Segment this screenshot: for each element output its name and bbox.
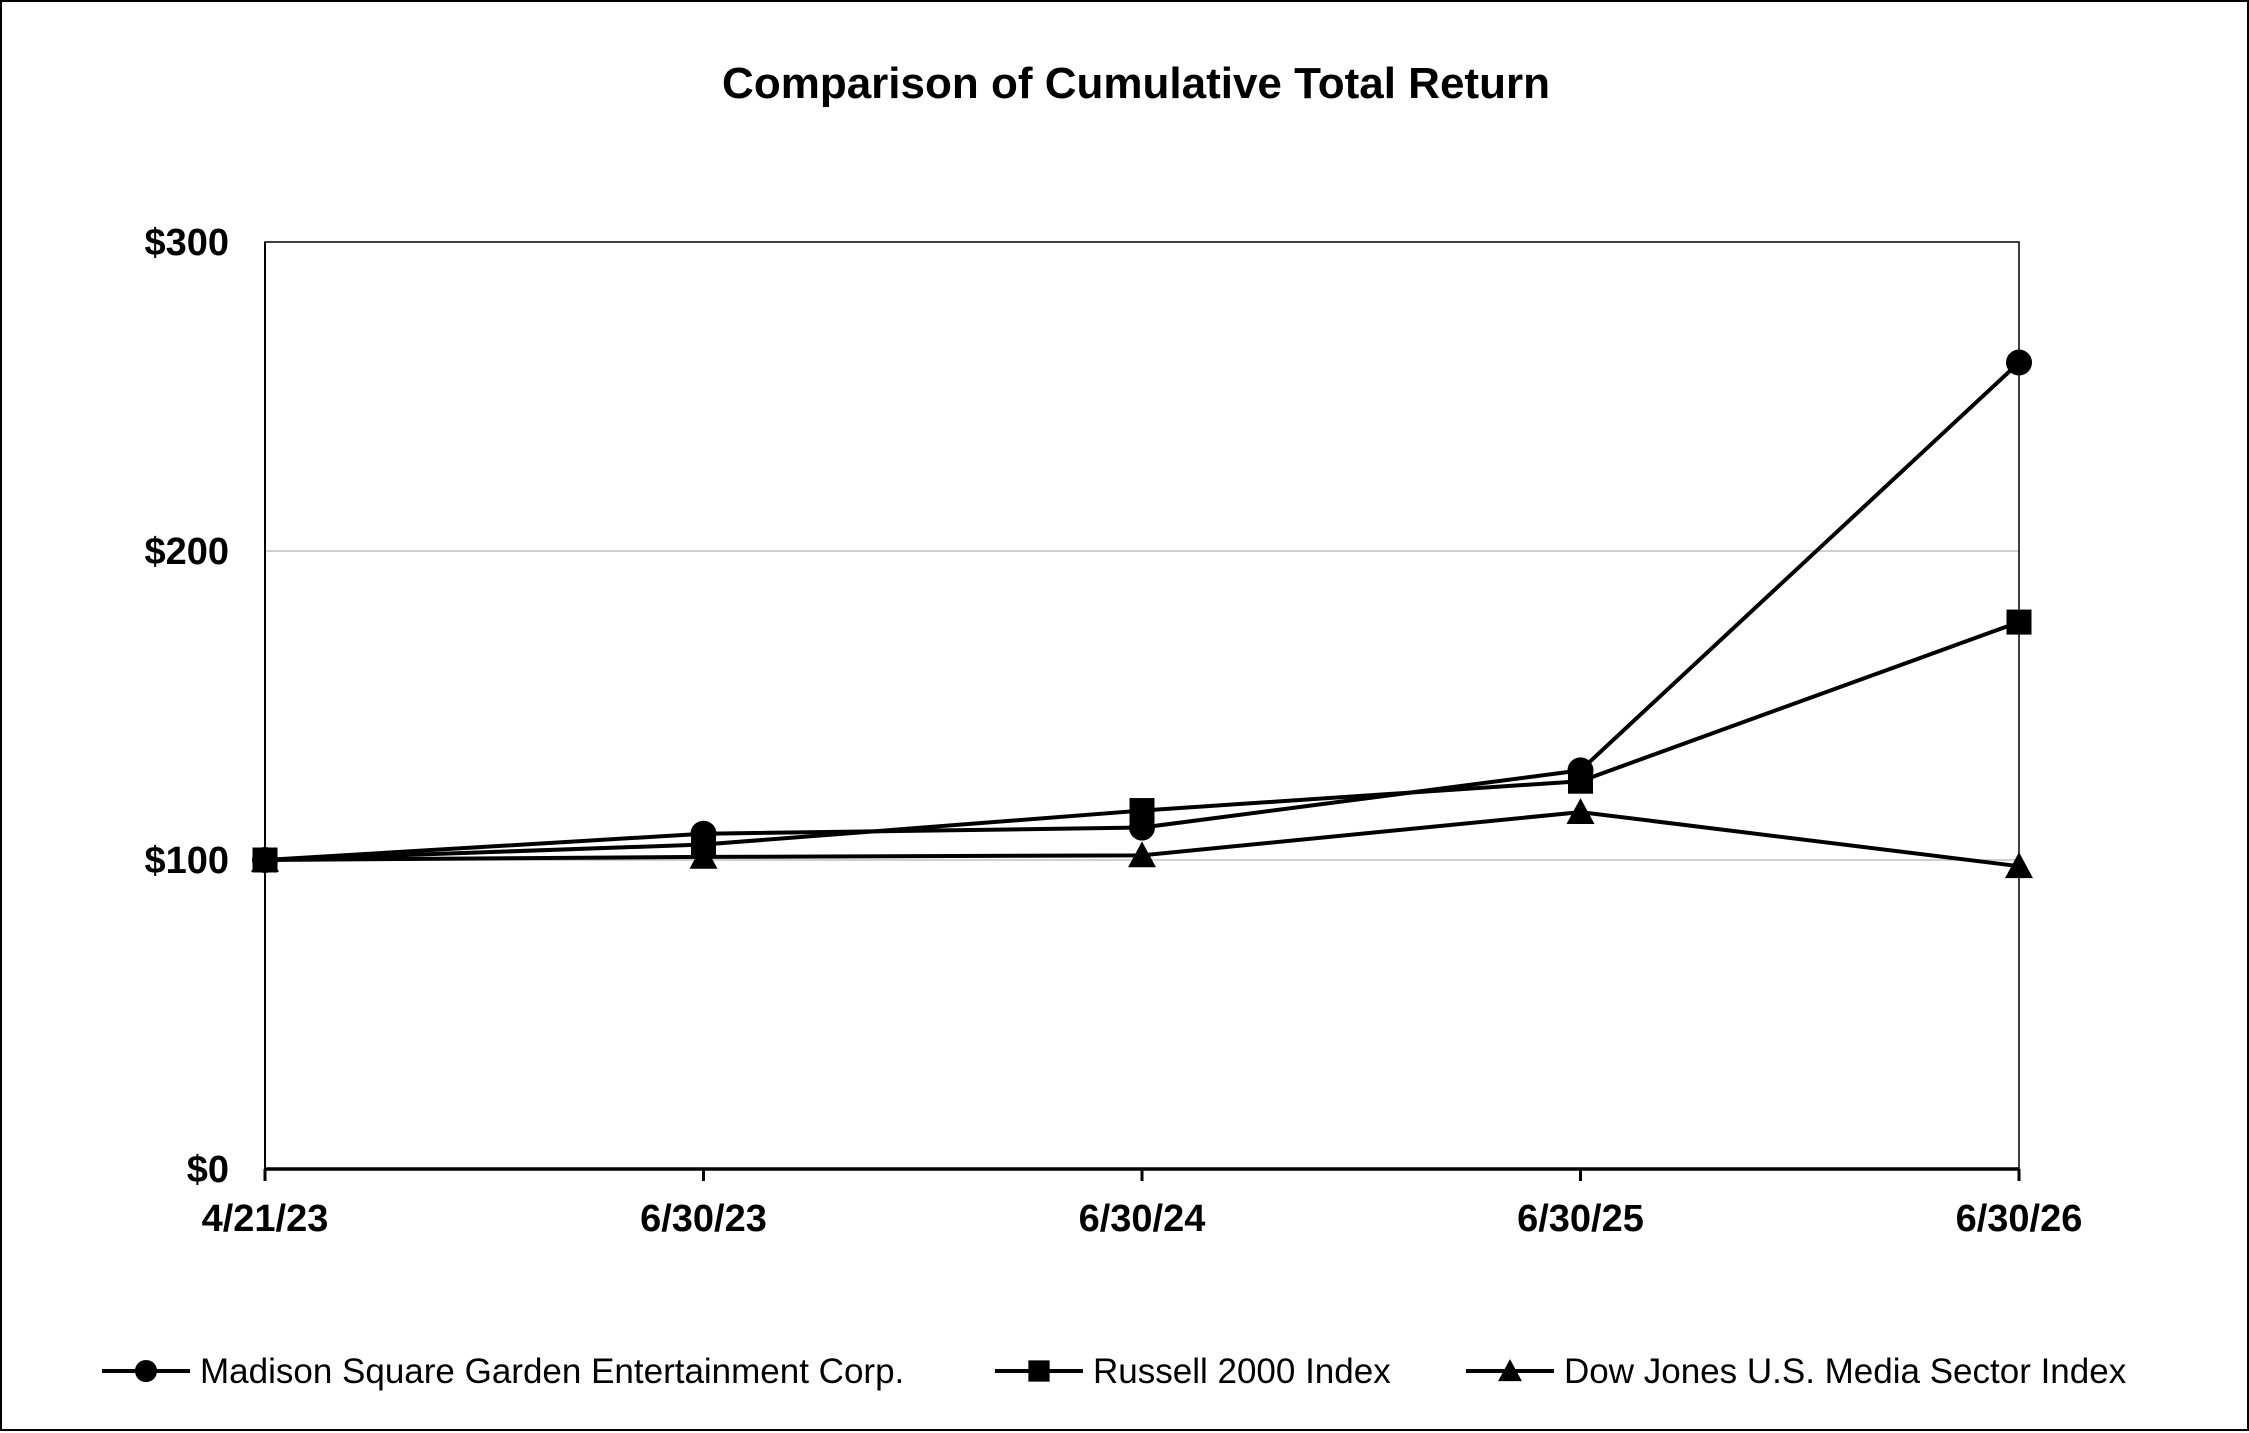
data-point-triangle: [1566, 798, 1595, 825]
legend-label: Dow Jones U.S. Media Sector Index: [1564, 1352, 2127, 1391]
legend-item: Madison Square Garden Entertainment Corp…: [102, 1352, 904, 1391]
x-axis-tick-label: 6/30/25: [1517, 1198, 1644, 1240]
legend-marker-square: [1028, 1360, 1050, 1382]
data-point-square: [1129, 798, 1155, 824]
legend-label: Madison Square Garden Entertainment Corp…: [200, 1352, 904, 1391]
chart-title: Comparison of Cumulative Total Return: [722, 59, 1550, 108]
y-axis-tick-label: $0: [187, 1149, 229, 1191]
data-point-square: [1568, 768, 1593, 794]
series-triangle: [251, 798, 2033, 879]
x-axis-tick-label: 4/21/23: [202, 1198, 329, 1240]
y-axis-tick-labels: $0 $100 $200 $300: [144, 222, 229, 1191]
data-point-circle: [2006, 349, 2032, 376]
legend-item: Russell 2000 Index: [995, 1352, 1391, 1391]
data-series: [251, 349, 2033, 879]
axes: [263, 242, 2021, 1181]
x-axis-tick-labels: 4/21/23 6/30/23 6/30/24 6/30/25 6/30/26: [202, 1198, 2083, 1240]
legend: Madison Square Garden Entertainment Corp…: [102, 1352, 2127, 1391]
data-point-triangle: [251, 846, 279, 872]
y-axis-tick-label: $200: [144, 531, 229, 573]
data-point-triangle: [2005, 852, 2033, 879]
legend-marker-triangle: [1498, 1359, 1522, 1382]
data-point-triangle: [689, 842, 718, 869]
plot-area-border: [264, 241, 2020, 1170]
series-circle: [252, 349, 2032, 873]
x-axis-tick-label: 6/30/23: [640, 1198, 767, 1240]
data-point-triangle: [1128, 841, 1156, 868]
legend-marker-circle: [134, 1359, 158, 1383]
legend-label: Russell 2000 Index: [1093, 1352, 1391, 1391]
x-axis-tick-label: 6/30/24: [1079, 1198, 1206, 1240]
series-line-circle: [264, 361, 2021, 862]
legend-item: Dow Jones U.S. Media Sector Index: [1466, 1352, 2127, 1391]
x-axis-tick-label: 6/30/26: [1956, 1198, 2083, 1240]
data-point-square: [2006, 609, 2032, 635]
y-axis-tick-label: $300: [144, 222, 229, 264]
y-axis-tick-label: $100: [144, 840, 229, 882]
